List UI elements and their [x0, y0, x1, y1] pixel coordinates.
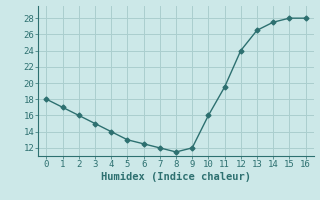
X-axis label: Humidex (Indice chaleur): Humidex (Indice chaleur): [101, 172, 251, 182]
